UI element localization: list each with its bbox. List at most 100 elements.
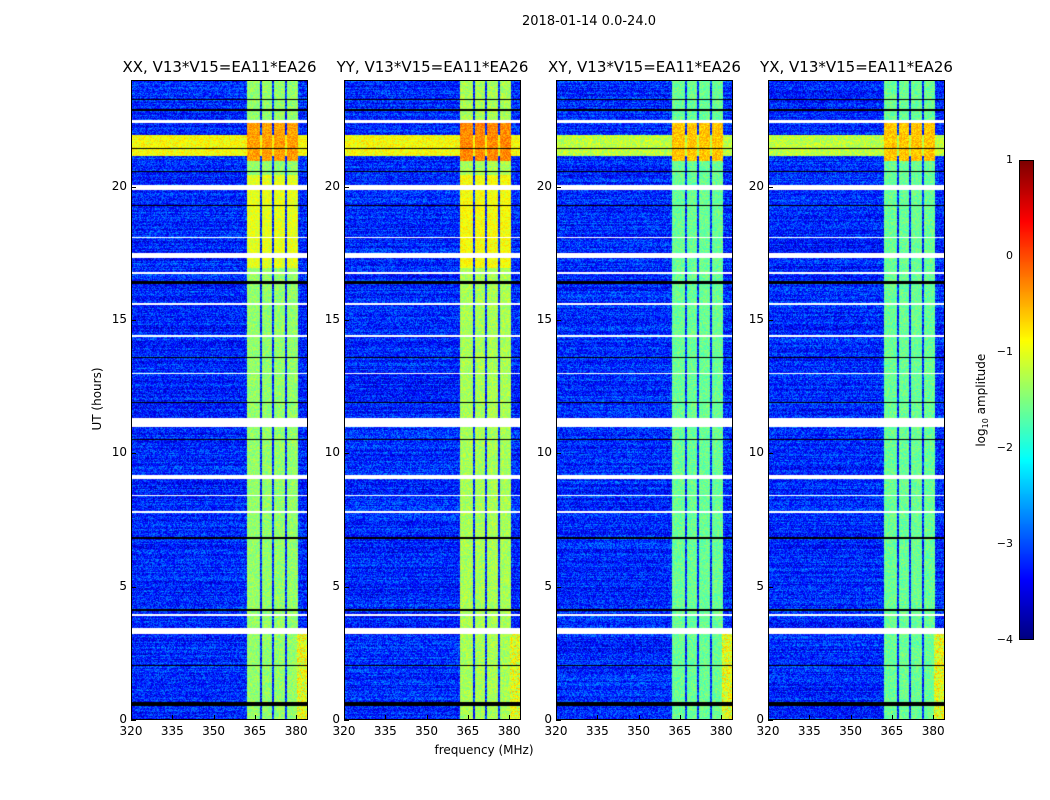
figure-title: 2018-01-14 0.0-24.0 xyxy=(522,14,656,29)
y-tick-label: 15 xyxy=(111,312,127,326)
x-tick-label: 365 xyxy=(243,724,267,738)
y-tick-label: 0 xyxy=(332,712,340,726)
colorbar-tick-label: −1 xyxy=(996,345,1013,358)
x-tick-label: 335 xyxy=(373,724,397,738)
x-tick-label: 350 xyxy=(627,724,651,738)
y-tick-mark xyxy=(131,320,136,321)
y-tick-label: 5 xyxy=(119,578,127,593)
x-tick-mark xyxy=(850,715,852,720)
y-tick-mark xyxy=(344,720,349,721)
heatmap-image xyxy=(345,81,520,719)
y-tick-label: 15 xyxy=(324,312,340,326)
y-tick-label: 5 xyxy=(544,578,552,593)
x-tick-mark xyxy=(213,715,215,720)
y-tick-mark xyxy=(556,586,561,588)
heatmap-panel-1 xyxy=(344,80,521,720)
y-tick-label: 15 xyxy=(748,312,764,326)
colorbar-label-rest: amplitude xyxy=(973,353,988,419)
x-tick-label: 335 xyxy=(585,724,609,738)
y-tick-label: 10 xyxy=(111,445,127,460)
x-tick-label: 335 xyxy=(797,724,821,738)
y-tick-mark xyxy=(768,586,773,588)
heatmap-panel-3 xyxy=(768,80,945,720)
x-tick-mark xyxy=(597,715,599,720)
y-tick-label: 10 xyxy=(748,445,764,460)
y-tick-label: 10 xyxy=(536,445,552,460)
y-tick-mark xyxy=(768,320,773,321)
x-tick-mark xyxy=(509,715,511,720)
panel-title: YY, V13*V15=EA11*EA26 xyxy=(336,58,529,76)
x-tick-mark xyxy=(296,715,298,720)
y-tick-mark xyxy=(344,453,349,455)
x-tick-mark xyxy=(467,715,469,720)
y-tick-mark xyxy=(556,320,561,321)
y-tick-mark xyxy=(344,320,349,321)
heatmap-image xyxy=(132,81,307,719)
x-tick-label: 365 xyxy=(456,724,480,738)
panel-title: XX, V13*V15=EA11*EA26 xyxy=(122,58,317,76)
y-tick-mark xyxy=(768,720,773,721)
y-tick-mark xyxy=(768,453,773,455)
colorbar-tick-label: 0 xyxy=(1006,249,1013,262)
x-tick-label: 320 xyxy=(119,724,143,738)
y-tick-label: 20 xyxy=(324,178,340,193)
x-tick-label: 365 xyxy=(668,724,692,738)
colorbar-tick-label: −3 xyxy=(996,537,1013,550)
y-tick-label: 5 xyxy=(332,578,340,593)
x-tick-label: 350 xyxy=(202,724,226,738)
y-tick-label: 15 xyxy=(536,312,552,326)
x-tick-label: 320 xyxy=(544,724,568,738)
panel-title: YX, V13*V15=EA11*EA26 xyxy=(760,58,953,76)
y-tick-label: 5 xyxy=(756,578,764,593)
colorbar-tick-label: −4 xyxy=(996,633,1013,646)
x-tick-mark xyxy=(891,715,893,720)
x-tick-label: 380 xyxy=(709,724,733,738)
colorbar xyxy=(1019,160,1034,640)
heatmap-image xyxy=(557,81,732,719)
x-tick-label: 350 xyxy=(415,724,439,738)
y-tick-mark xyxy=(344,186,349,188)
x-tick-mark xyxy=(556,715,557,720)
colorbar-label-sub: 10 xyxy=(981,418,991,429)
y-tick-label: 10 xyxy=(324,445,340,460)
x-tick-mark xyxy=(131,715,132,720)
x-tick-label: 365 xyxy=(880,724,904,738)
y-tick-label: 20 xyxy=(111,178,127,193)
y-tick-label: 20 xyxy=(748,178,764,193)
x-tick-label: 335 xyxy=(160,724,184,738)
y-tick-mark xyxy=(131,453,136,455)
x-tick-label: 320 xyxy=(332,724,356,738)
y-tick-label: 0 xyxy=(119,712,127,726)
x-tick-label: 350 xyxy=(839,724,863,738)
x-tick-mark xyxy=(638,715,640,720)
heatmap-panel-2 xyxy=(556,80,733,720)
x-tick-label: 380 xyxy=(497,724,521,738)
y-tick-mark xyxy=(556,453,561,455)
panel-title: XY, V13*V15=EA11*EA26 xyxy=(548,58,741,76)
y-axis-label: UT (hours) xyxy=(90,367,104,431)
x-tick-mark xyxy=(344,715,345,720)
y-tick-mark xyxy=(131,186,136,188)
y-tick-label: 20 xyxy=(536,178,552,193)
y-tick-mark xyxy=(344,586,349,588)
x-tick-mark xyxy=(768,715,769,720)
y-tick-mark xyxy=(131,720,136,721)
y-tick-mark xyxy=(556,186,561,188)
x-tick-mark xyxy=(721,715,723,720)
x-axis-label: frequency (MHz) xyxy=(434,743,534,757)
x-tick-mark xyxy=(933,715,935,720)
heatmap-image xyxy=(769,81,944,719)
x-tick-mark xyxy=(172,715,174,720)
x-tick-label: 380 xyxy=(284,724,308,738)
y-tick-label: 0 xyxy=(544,712,552,726)
x-tick-mark xyxy=(809,715,811,720)
colorbar-tick-label: 1 xyxy=(1006,153,1013,166)
y-tick-label: 0 xyxy=(756,712,764,726)
y-tick-mark xyxy=(131,586,136,588)
x-tick-mark xyxy=(385,715,387,720)
x-tick-mark xyxy=(679,715,681,720)
x-tick-label: 320 xyxy=(756,724,780,738)
x-tick-label: 380 xyxy=(921,724,945,738)
colorbar-tick-label: −2 xyxy=(996,441,1013,454)
